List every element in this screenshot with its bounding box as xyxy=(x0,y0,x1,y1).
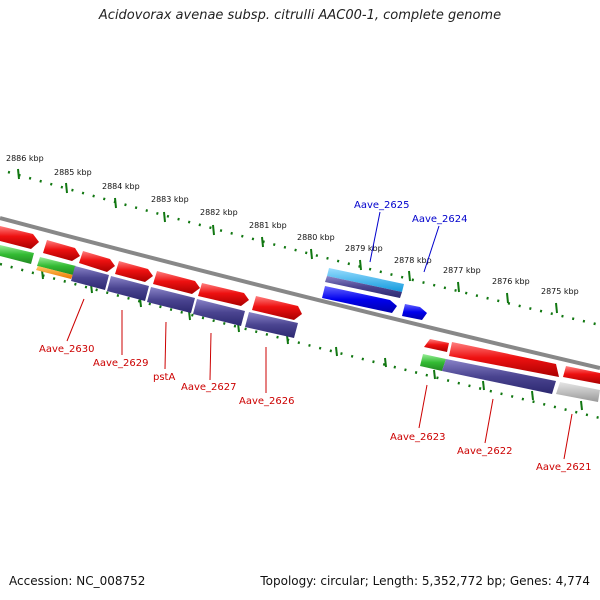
kbp-label-2883: 2883 kbp xyxy=(151,195,189,204)
rna-feature[interactable] xyxy=(420,354,446,371)
cds-arrow[interactable] xyxy=(252,296,302,320)
middle-gene-cluster xyxy=(322,268,427,320)
gene-bar[interactable] xyxy=(147,287,195,313)
cds-arrow[interactable] xyxy=(449,342,559,377)
orange-feature[interactable] xyxy=(36,266,73,279)
right-gene-cluster xyxy=(420,339,600,402)
cyan-feature[interactable] xyxy=(327,268,404,292)
gene-bar[interactable] xyxy=(325,276,402,298)
kbp-label-2879: 2879 kbp xyxy=(345,244,383,253)
cds-arrow[interactable] xyxy=(43,240,80,261)
gene-label-aave-2626[interactable]: Aave_2626 xyxy=(239,396,295,407)
gene-bar[interactable] xyxy=(71,266,109,290)
kbp-label-2875: 2875 kbp xyxy=(541,287,579,296)
gene-bar[interactable] xyxy=(107,276,149,301)
left-gene-cluster xyxy=(0,226,302,338)
inner-scale-track xyxy=(0,262,600,420)
cds-arrow[interactable] xyxy=(79,251,115,272)
gene-label-aave-2630[interactable]: Aave_2630 xyxy=(39,344,95,355)
gene-label-aave-2622[interactable]: Aave_2622 xyxy=(457,446,513,457)
kbp-label-2885: 2885 kbp xyxy=(54,168,92,177)
accession-text: Accession: NC_008752 xyxy=(9,574,146,588)
kbp-label-2876: 2876 kbp xyxy=(492,277,530,286)
gene-label-aave-2629[interactable]: Aave_2629 xyxy=(93,358,149,369)
gene-label-aave-2623[interactable]: Aave_2623 xyxy=(390,432,446,443)
kbp-label-2877: 2877 kbp xyxy=(443,266,481,275)
gene-bar[interactable] xyxy=(245,312,298,338)
scale-labels: 2886 kbp 2885 kbp 2884 kbp 2883 kbp 2882… xyxy=(6,154,579,296)
gene-label-aave-2624[interactable]: Aave_2624 xyxy=(412,214,468,225)
cds-arrow[interactable] xyxy=(198,283,249,306)
blue-cds-arrow[interactable] xyxy=(402,304,427,320)
cds-arrow[interactable] xyxy=(563,366,600,384)
kbp-label-2884: 2884 kbp xyxy=(102,182,140,191)
kbp-label-2880: 2880 kbp xyxy=(297,233,335,242)
genome-backbone xyxy=(0,216,600,370)
gene-label-aave-2621[interactable]: Aave_2621 xyxy=(536,462,592,473)
cds-arrow[interactable] xyxy=(0,226,39,249)
kbp-label-2878: 2878 kbp xyxy=(394,256,432,265)
gene-label-aave-2625[interactable]: Aave_2625 xyxy=(354,200,410,211)
gene-label-psta[interactable]: pstA xyxy=(153,372,175,383)
gene-bar[interactable] xyxy=(442,359,556,394)
gene-label-aave-2627[interactable]: Aave_2627 xyxy=(181,382,237,393)
topology-summary: Topology: circular; Length: 5,352,772 bp… xyxy=(260,574,590,588)
cds-arrow[interactable] xyxy=(153,271,200,294)
scale-track xyxy=(7,168,600,327)
map-title: Acidovorax avenae subsp. citrulli AAC00-… xyxy=(98,8,502,23)
cds-arrow[interactable] xyxy=(115,261,153,282)
kbp-label-2882: 2882 kbp xyxy=(200,208,238,217)
rna-feature[interactable] xyxy=(37,257,76,275)
kbp-label-2881: 2881 kbp xyxy=(249,221,287,230)
rna-feature[interactable] xyxy=(0,245,34,264)
gene-bar[interactable] xyxy=(193,299,245,326)
blue-cds-arrow[interactable] xyxy=(322,286,397,313)
kbp-label-2886: 2886 kbp xyxy=(6,154,44,163)
cds-arrow[interactable] xyxy=(424,339,449,352)
grey-feature[interactable] xyxy=(556,382,600,402)
label-leaders xyxy=(66,211,573,460)
gene-labels: Aave_2625 Aave_2624 Aave_2630 Aave_2629 … xyxy=(39,200,592,473)
